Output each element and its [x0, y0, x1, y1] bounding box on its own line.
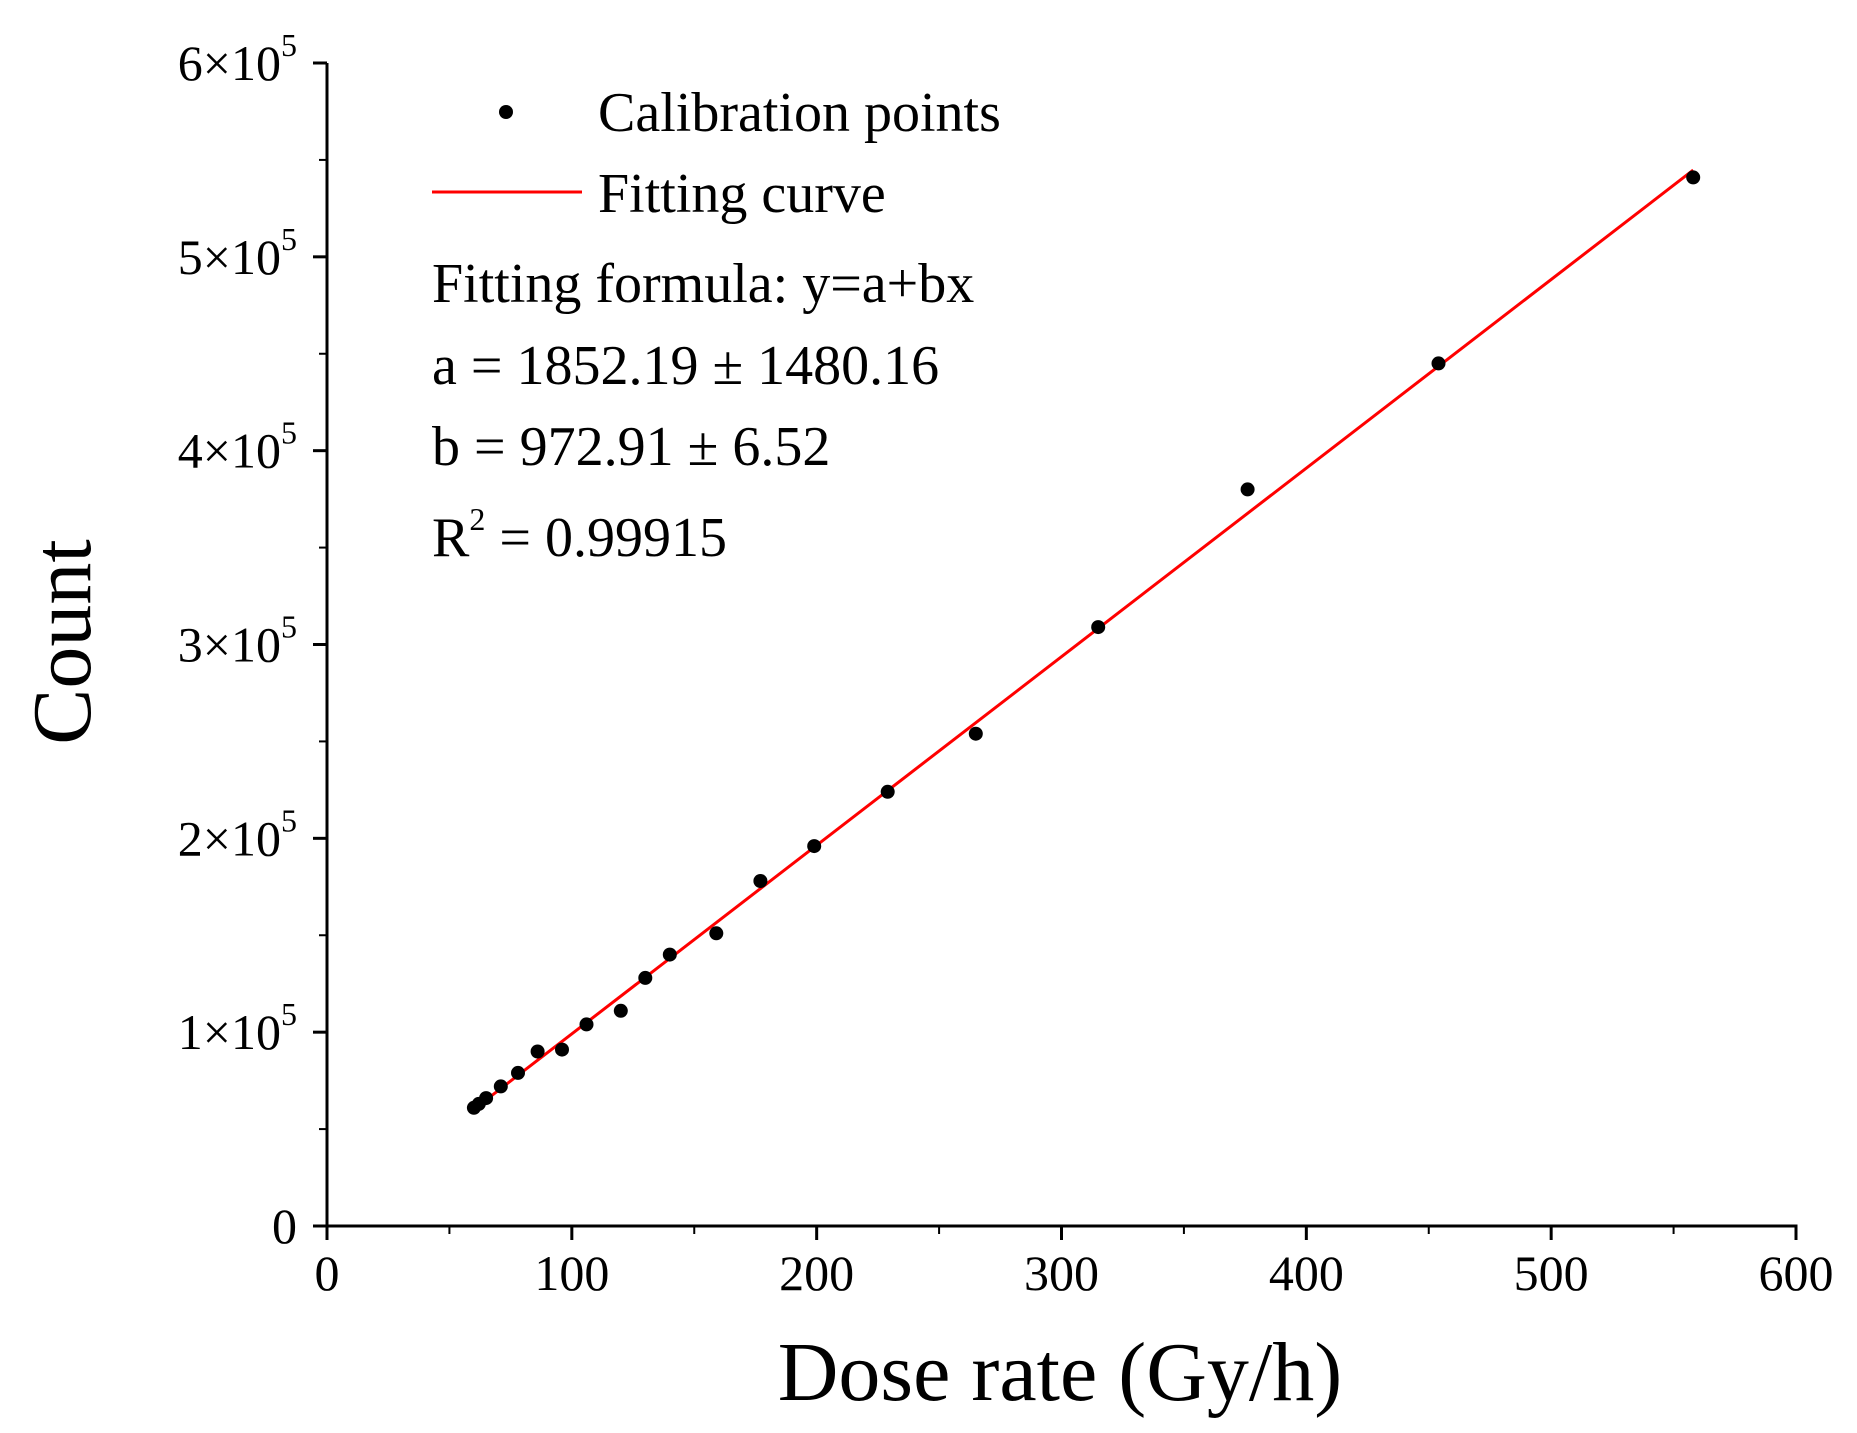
- calibration-point: [1240, 482, 1255, 497]
- legend: Calibration points Fitting curve: [432, 82, 1001, 225]
- calibration-point: [709, 926, 724, 941]
- calibration-point: [880, 784, 895, 799]
- calibration-point: [511, 1065, 525, 1080]
- y-tick-exponent: 5: [281, 609, 297, 645]
- y-tick-mantissa: 3×10: [178, 617, 281, 673]
- legend-label-calibration-points: Calibration points: [598, 82, 1001, 144]
- x-tick-label: 600: [1759, 1245, 1834, 1301]
- calibration-point: [479, 1091, 494, 1106]
- calibration-point: [493, 1079, 508, 1094]
- y-tick-label: 0: [272, 1198, 297, 1254]
- y-tick-exponent: 5: [281, 221, 297, 257]
- x-tick-label: 400: [1269, 1245, 1344, 1301]
- y-tick-mantissa: 6×10: [178, 35, 281, 91]
- x-tick-label: 500: [1514, 1245, 1589, 1301]
- r2-exponent: 2: [469, 501, 485, 537]
- ticks-layer: [313, 61, 1798, 1240]
- x-tick-label: 0: [315, 1245, 340, 1301]
- y-tick-label: 4×105: [178, 415, 297, 479]
- y-tick-exponent: 5: [281, 996, 297, 1032]
- fit-line-layer: [472, 168, 1695, 1111]
- r2-value: = 0.99915: [485, 507, 727, 569]
- x-tick-label: 200: [779, 1245, 854, 1301]
- y-tick-label: 5×105: [178, 221, 297, 285]
- calibration-point: [807, 839, 822, 854]
- fit-param-b: b = 972.91 ± 6.52: [432, 416, 830, 478]
- y-tick-mantissa: 0: [272, 1198, 297, 1254]
- y-tick-label: 2×105: [178, 802, 297, 866]
- calibration-point: [753, 874, 768, 888]
- calibration-point: [613, 1003, 628, 1018]
- y-tick-exponent: 5: [281, 27, 297, 63]
- tick-labels-layer: 0 100 200 300 400 500 60001×1052×1053×1054×105…: [178, 27, 1834, 1301]
- y-tick-label: 6×105: [178, 27, 297, 91]
- x-axis-title: Dose rate (Gy/h): [778, 1326, 1342, 1419]
- calibration-point: [1091, 620, 1106, 635]
- y-tick-label: 1×105: [178, 996, 297, 1060]
- calibration-point: [530, 1044, 545, 1059]
- x-tick-label: 300: [1024, 1245, 1099, 1301]
- calibration-point: [579, 1017, 594, 1032]
- calibration-point: [1431, 356, 1446, 371]
- fit-param-a: a = 1852.19 ± 1480.16: [432, 335, 939, 397]
- y-tick-mantissa: 1×10: [178, 1004, 281, 1060]
- y-tick-mantissa: 2×10: [178, 810, 281, 866]
- calibration-point: [1686, 170, 1701, 185]
- fitting-curve-line: [472, 168, 1695, 1111]
- fit-annotation: Fitting formula: y=a+bx a = 1852.19 ± 14…: [432, 253, 974, 569]
- y-axis-title: Count: [16, 539, 109, 744]
- scatter-layer: [466, 170, 1701, 1115]
- legend-label-fitting-curve: Fitting curve: [598, 163, 886, 225]
- calibration-point: [555, 1042, 569, 1057]
- y-tick-exponent: 5: [281, 802, 297, 838]
- r2-prefix: R: [432, 507, 470, 569]
- y-tick-exponent: 5: [281, 415, 297, 451]
- y-tick-label: 3×105: [178, 609, 297, 673]
- fit-r-squared: R2 = 0.99915: [432, 501, 727, 569]
- calibration-point: [638, 970, 653, 985]
- y-tick-mantissa: 4×10: [178, 423, 281, 479]
- legend-marker-calibration-points: [499, 105, 513, 119]
- fit-formula-text: Fitting formula: y=a+bx: [432, 253, 974, 315]
- y-tick-mantissa: 5×10: [178, 229, 281, 285]
- calibration-point: [662, 947, 677, 962]
- x-tick-label: 100: [534, 1245, 609, 1301]
- calibration-point: [968, 726, 983, 741]
